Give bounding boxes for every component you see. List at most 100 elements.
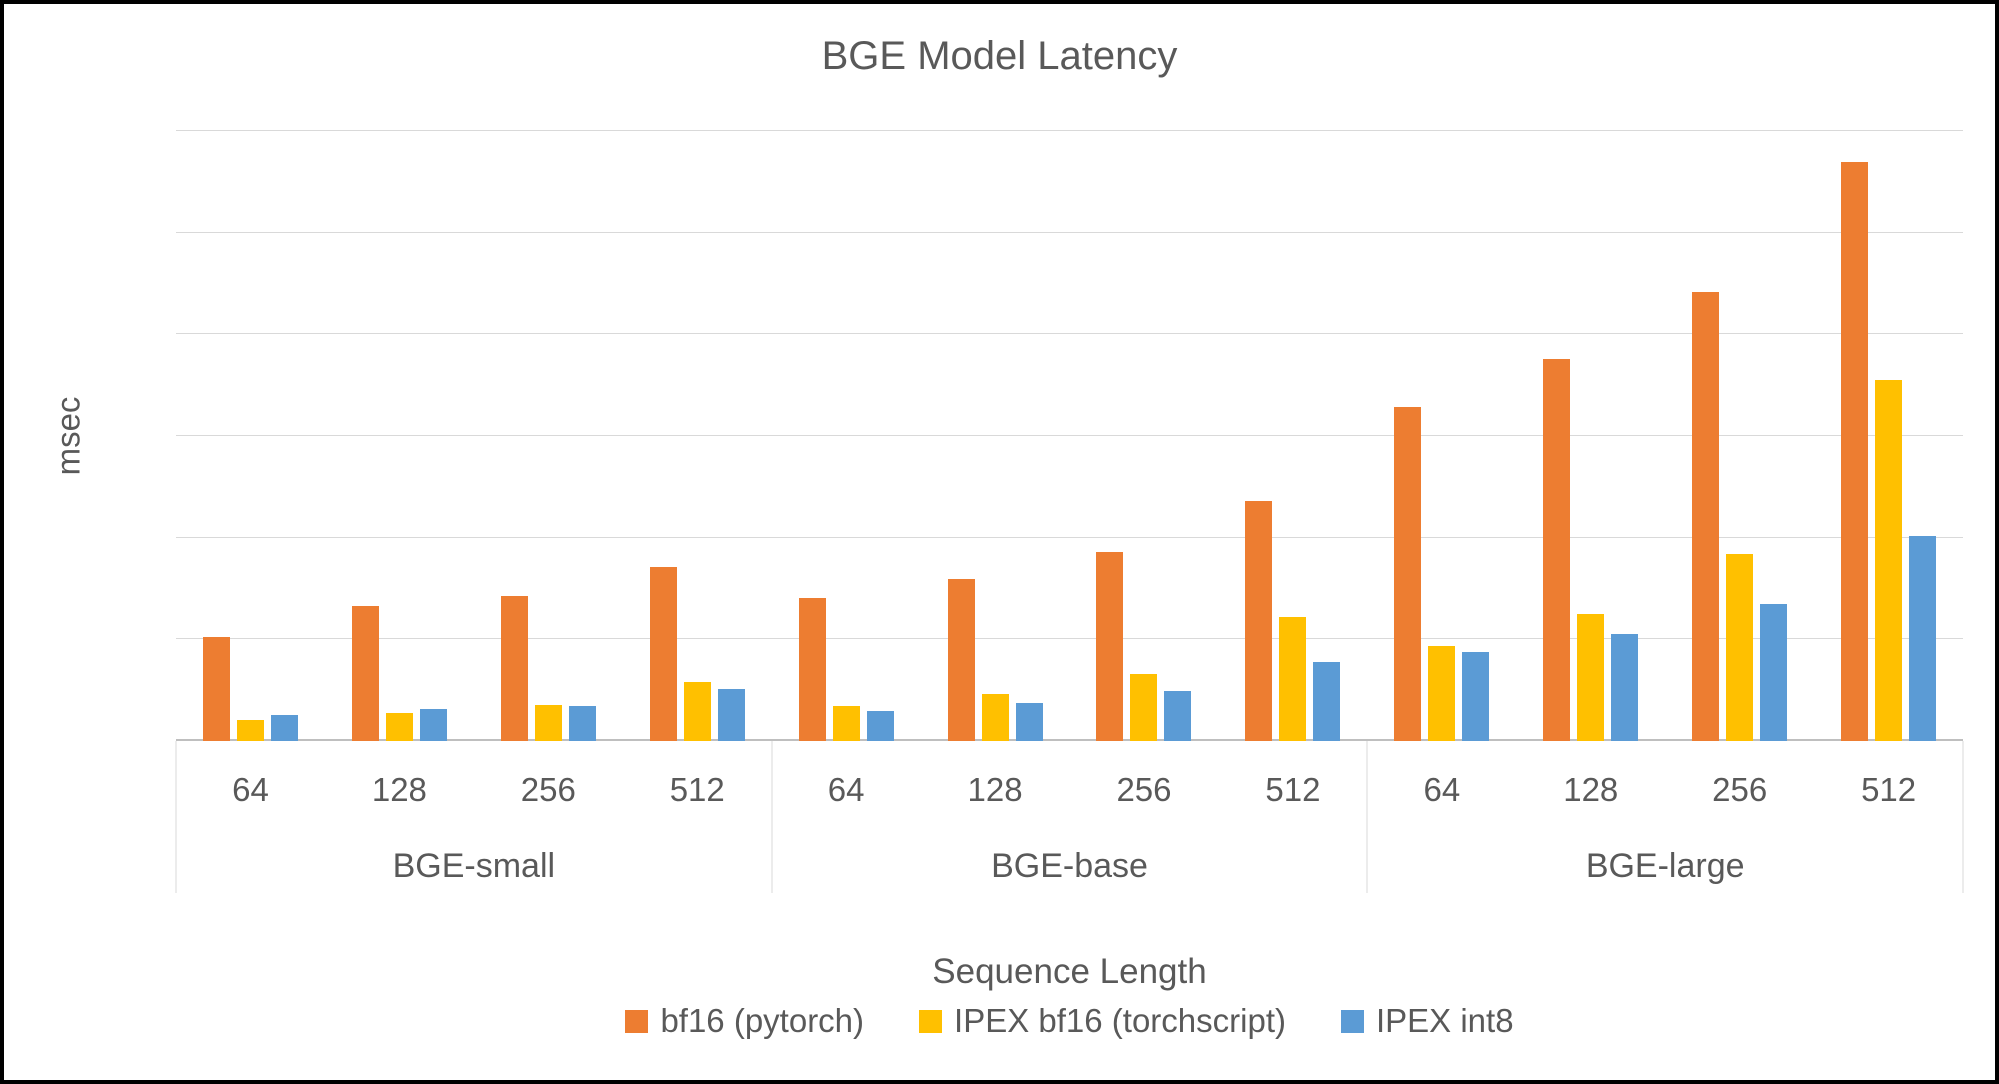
bar-cluster bbox=[798, 131, 894, 741]
legend-item: bf16 (pytorch) bbox=[625, 1002, 864, 1040]
gridline-30 bbox=[176, 435, 1963, 436]
gridline-10 bbox=[176, 638, 1963, 640]
category-slot-BGE-small-64 bbox=[176, 131, 325, 741]
gridline-20 bbox=[176, 536, 1963, 538]
category-slot-BGE-large-256 bbox=[1665, 131, 1814, 741]
bar-IPEX int8-BGE-small-512 bbox=[717, 689, 745, 741]
x-tick-label: 512 bbox=[669, 771, 725, 808]
bar-bf16 (pytorch)-BGE-large-256 bbox=[1692, 291, 1720, 741]
bar-cluster bbox=[649, 131, 745, 741]
x-tick-label: 64 bbox=[232, 771, 269, 808]
bar-IPEX bf16 (torchscript)-BGE-small-128 bbox=[385, 712, 413, 741]
x-tick-label: 128 bbox=[371, 771, 427, 808]
x-axis-title: Sequence Length bbox=[932, 952, 1207, 991]
legend-item: IPEX bf16 (torchscript) bbox=[919, 1002, 1286, 1040]
bar-cluster bbox=[1245, 131, 1341, 741]
bar-IPEX int8-BGE-large-64 bbox=[1462, 651, 1490, 741]
x-tick-label: 256 bbox=[1116, 771, 1172, 808]
x-tick-label: 128 bbox=[967, 771, 1023, 808]
x-tick-label-row: 64 128 256 512 64 128 256 512 64 128 256 512 bbox=[176, 755, 1963, 825]
bar-bf16 (pytorch)-BGE-small-64 bbox=[202, 637, 230, 741]
legend-label: IPEX bf16 (torchscript) bbox=[954, 1002, 1286, 1039]
category-slot-BGE-base-64 bbox=[772, 131, 921, 741]
x-group-label: BGE-small bbox=[392, 847, 556, 885]
category-slot-BGE-base-128 bbox=[921, 131, 1070, 741]
bar-IPEX int8-BGE-small-256 bbox=[568, 706, 596, 741]
bar-IPEX int8-BGE-large-512 bbox=[1909, 535, 1937, 741]
gridline-60 bbox=[176, 130, 1963, 131]
bar-IPEX bf16 (torchscript)-BGE-small-64 bbox=[236, 719, 264, 741]
bar-bf16 (pytorch)-BGE-small-128 bbox=[351, 605, 379, 741]
bar-cluster bbox=[1841, 131, 1937, 741]
bar-IPEX bf16 (torchscript)-BGE-large-512 bbox=[1875, 380, 1903, 741]
bar-IPEX int8-BGE-large-128 bbox=[1611, 634, 1639, 741]
category-slot-BGE-large-128 bbox=[1516, 131, 1665, 741]
x-tick-label: 512 bbox=[1265, 771, 1321, 808]
bar-bf16 (pytorch)-BGE-base-256 bbox=[1096, 551, 1124, 741]
x-tick-label: 64 bbox=[1423, 771, 1461, 808]
bar-cluster bbox=[947, 131, 1043, 741]
bar-groups bbox=[176, 131, 1963, 741]
bar-bf16 (pytorch)-BGE-small-512 bbox=[649, 567, 677, 741]
bar-bf16 (pytorch)-BGE-small-256 bbox=[500, 595, 528, 741]
bar-IPEX bf16 (torchscript)-BGE-small-512 bbox=[683, 682, 711, 741]
bar-bf16 (pytorch)-BGE-base-512 bbox=[1245, 501, 1273, 741]
bar-IPEX bf16 (torchscript)-BGE-small-256 bbox=[534, 705, 562, 741]
x-tick-label: 64 bbox=[827, 771, 865, 808]
legend-swatch-icon bbox=[919, 1009, 943, 1033]
bar-IPEX int8-BGE-base-512 bbox=[1313, 661, 1341, 741]
legend-item: IPEX int8 bbox=[1340, 1002, 1514, 1040]
bar-IPEX bf16 (torchscript)-BGE-base-128 bbox=[981, 694, 1009, 741]
bar-IPEX bf16 (torchscript)-BGE-base-256 bbox=[1130, 673, 1158, 741]
legend-swatch-icon bbox=[1340, 1009, 1364, 1033]
bar-cluster bbox=[1394, 131, 1490, 741]
category-slot-BGE-small-512 bbox=[623, 131, 772, 741]
bar-IPEX int8-BGE-small-128 bbox=[419, 709, 447, 741]
group-section-BGE-base bbox=[772, 131, 1368, 741]
bar-IPEX int8-BGE-large-256 bbox=[1760, 603, 1788, 741]
y-axis-title-text: msec bbox=[49, 396, 86, 476]
category-slot-BGE-small-256 bbox=[474, 131, 623, 741]
x-tick-label: 256 bbox=[520, 771, 576, 808]
y-axis-title: msec bbox=[48, 131, 88, 741]
bar-IPEX int8-BGE-base-256 bbox=[1164, 691, 1192, 741]
category-slot-BGE-base-256 bbox=[1070, 131, 1219, 741]
x-axis-baseline bbox=[176, 739, 1963, 741]
legend-label: IPEX int8 bbox=[1375, 1002, 1514, 1039]
gridline-40 bbox=[176, 333, 1963, 335]
group-section-BGE-small bbox=[176, 131, 772, 741]
category-slot-BGE-small-128 bbox=[325, 131, 474, 741]
bar-IPEX bf16 (torchscript)-BGE-base-64 bbox=[832, 706, 860, 741]
bar-cluster bbox=[202, 131, 298, 741]
x-tick-label: 256 bbox=[1712, 771, 1768, 808]
bar-cluster bbox=[1096, 131, 1192, 741]
bar-IPEX bf16 (torchscript)-BGE-large-64 bbox=[1428, 646, 1456, 741]
bar-IPEX int8-BGE-base-128 bbox=[1015, 703, 1043, 741]
bar-cluster bbox=[500, 131, 596, 741]
bar-bf16 (pytorch)-BGE-base-64 bbox=[798, 597, 826, 741]
bar-IPEX bf16 (torchscript)-BGE-large-128 bbox=[1577, 613, 1605, 741]
bar-IPEX bf16 (torchscript)-BGE-large-256 bbox=[1726, 553, 1754, 741]
category-slot-BGE-large-512 bbox=[1814, 131, 1963, 741]
legend: bf16 (pytorch) IPEX bf16 (torchscript) IPE… bbox=[176, 1002, 1963, 1040]
bar-bf16 (pytorch)-BGE-large-128 bbox=[1543, 358, 1571, 741]
x-group-label: BGE-base bbox=[991, 847, 1148, 885]
legend-label: bf16 (pytorch) bbox=[660, 1002, 865, 1039]
bar-bf16 (pytorch)-BGE-large-512 bbox=[1841, 161, 1869, 741]
bar-IPEX int8-BGE-base-64 bbox=[866, 710, 894, 741]
category-slot-BGE-base-512 bbox=[1218, 131, 1367, 741]
bar-cluster bbox=[1543, 131, 1639, 741]
bar-IPEX bf16 (torchscript)-BGE-base-512 bbox=[1279, 616, 1307, 741]
gridline-50 bbox=[176, 231, 1963, 233]
legend-swatch-icon bbox=[625, 1009, 649, 1033]
bar-IPEX int8-BGE-small-64 bbox=[270, 714, 298, 741]
bar-bf16 (pytorch)-BGE-large-64 bbox=[1394, 406, 1422, 741]
bar-bf16 (pytorch)-BGE-base-128 bbox=[947, 579, 975, 741]
x-group-label-row: BGE-small BGE-base BGE-large bbox=[176, 835, 1963, 897]
bar-cluster bbox=[351, 131, 447, 741]
x-tick-label: 128 bbox=[1563, 771, 1619, 808]
x-tick-label: 512 bbox=[1861, 771, 1917, 808]
category-slot-BGE-large-64 bbox=[1367, 131, 1516, 741]
group-section-BGE-large bbox=[1367, 131, 1963, 741]
